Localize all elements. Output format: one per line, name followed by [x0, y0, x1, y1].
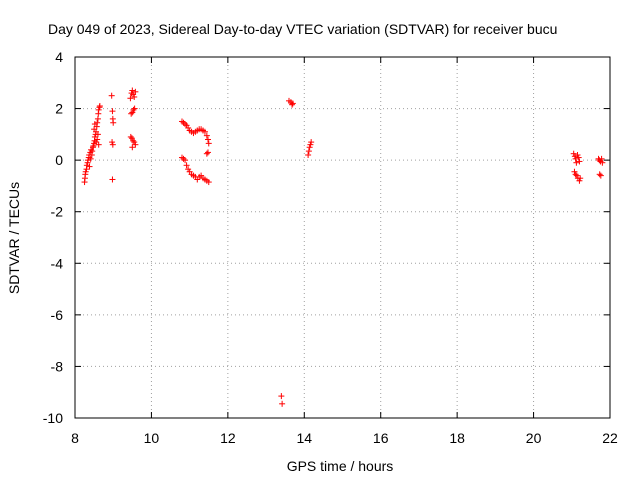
data-point	[289, 101, 296, 108]
data-point	[573, 159, 580, 166]
data-point	[94, 131, 101, 138]
x-tick-label: 12	[220, 430, 236, 446]
data-point	[127, 133, 134, 140]
data-point	[571, 153, 578, 160]
data-point	[182, 157, 189, 164]
data-point	[279, 400, 286, 407]
data-point	[575, 154, 582, 161]
x-axis-label: GPS time / hours	[287, 458, 394, 474]
data-point	[205, 140, 212, 147]
data-point	[597, 172, 604, 179]
y-tick-label: -10	[43, 410, 63, 426]
data-point	[94, 115, 101, 122]
x-tick-label: 8	[71, 430, 79, 446]
data-point	[571, 168, 578, 175]
data-point	[204, 149, 211, 156]
data-point	[86, 163, 93, 170]
y-tick-labels: 4 2 0 -2 -4 -6 -8 -10	[43, 49, 63, 426]
y-axis-label: SDTVAR / TECUs	[6, 182, 22, 294]
data-point	[572, 171, 579, 178]
data-point	[130, 137, 137, 144]
data-point	[93, 139, 100, 146]
data-point	[109, 139, 116, 146]
data-point	[570, 150, 577, 157]
data-point	[278, 393, 285, 400]
data-point	[201, 128, 208, 135]
data-points	[81, 87, 606, 407]
y-tick-label: 2	[55, 101, 63, 117]
x-tick-label: 22	[602, 430, 618, 446]
x-tick-label: 18	[449, 430, 465, 446]
data-point	[573, 172, 580, 179]
data-point	[129, 87, 136, 94]
data-point	[183, 162, 190, 169]
x-tick-label: 20	[526, 430, 542, 446]
x-tick-label: 10	[144, 430, 160, 446]
data-point	[95, 141, 102, 148]
data-point	[83, 162, 90, 169]
data-point	[96, 102, 103, 109]
data-point	[84, 157, 91, 164]
data-point	[82, 168, 89, 175]
data-point	[599, 159, 606, 166]
data-point	[109, 141, 116, 148]
data-point	[203, 150, 210, 157]
data-point	[95, 106, 102, 113]
y-tick-label: -6	[51, 307, 64, 323]
data-point	[131, 105, 138, 112]
plot-frame	[74, 56, 611, 419]
data-point	[110, 119, 117, 126]
data-point	[91, 126, 98, 133]
data-point	[576, 158, 583, 165]
data-point	[204, 136, 211, 143]
data-point	[289, 100, 296, 107]
data-point	[576, 177, 583, 184]
x-tick-labels: 8 10 12 14 16 18 20 22	[71, 430, 618, 446]
y-tick-label: 0	[55, 152, 63, 168]
axis-ticks	[74, 56, 611, 419]
data-point	[87, 155, 94, 162]
data-point	[131, 139, 138, 146]
grid-lines	[75, 57, 610, 418]
data-point	[129, 144, 136, 151]
data-point	[132, 88, 139, 95]
data-point	[572, 155, 579, 162]
data-point	[305, 151, 312, 158]
data-point	[108, 92, 115, 99]
y-tick-label: -8	[51, 358, 64, 374]
data-point	[307, 141, 314, 148]
data-point	[127, 95, 134, 102]
data-point	[89, 148, 96, 155]
data-point	[128, 110, 135, 117]
x-tick-label: 16	[373, 430, 389, 446]
data-point	[598, 155, 605, 162]
data-point	[203, 132, 210, 139]
data-point	[90, 142, 97, 149]
data-point	[308, 139, 315, 146]
data-point	[131, 93, 138, 100]
data-point	[130, 106, 137, 113]
data-point	[109, 176, 116, 183]
data-point	[91, 121, 98, 128]
data-point	[205, 179, 212, 186]
data-point	[128, 135, 135, 142]
data-point	[180, 155, 187, 162]
data-point	[306, 144, 313, 151]
y-tick-label: 4	[55, 49, 63, 65]
data-point	[109, 108, 116, 115]
chart-title: Day 049 of 2023, Sidereal Day-to-day VTE…	[48, 21, 557, 37]
data-point	[132, 141, 139, 148]
x-tick-label: 14	[296, 430, 312, 446]
y-tick-label: -4	[51, 255, 64, 271]
data-point	[574, 151, 581, 158]
data-point	[129, 109, 136, 116]
data-point	[94, 136, 101, 143]
data-point	[596, 171, 603, 178]
data-point	[577, 175, 584, 182]
data-point	[305, 148, 312, 155]
y-tick-label: -2	[51, 204, 64, 220]
